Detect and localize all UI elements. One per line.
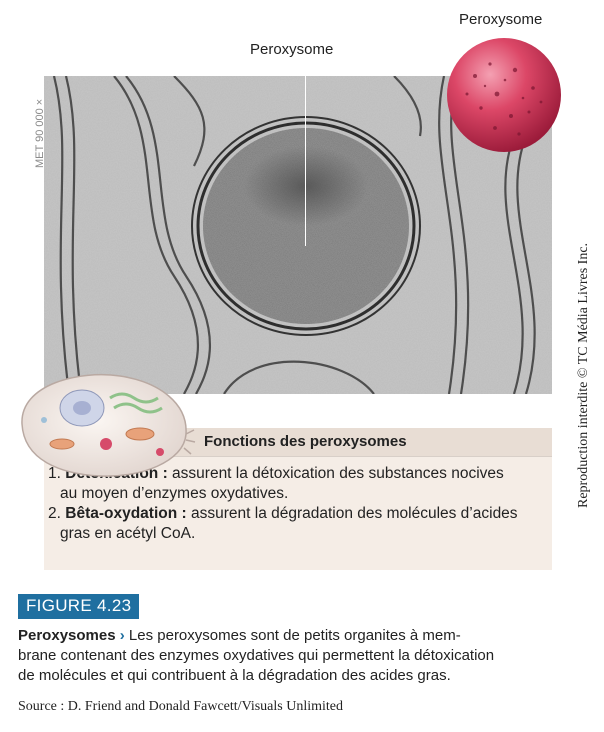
source-credit: Source : D. Friend and Donald Fawcett/Vi… <box>18 699 343 714</box>
functions-title: Fonctions des peroxysomes <box>204 433 407 450</box>
copyright-notice: Reproduction interdite © TC Média Livres… <box>576 242 591 508</box>
caption-line-1: Peroxysomes › Les peroxysomes sont de pe… <box>18 627 461 644</box>
micrograph-label: Peroxysome <box>250 41 334 58</box>
function-item-2-cont: gras en acétyl CoA. <box>60 525 196 542</box>
label-pointer-line <box>305 62 306 246</box>
function-item-1-cont: au moyen d’enzymes oxydatives. <box>60 485 289 502</box>
sphere-label: Peroxysome <box>459 11 543 28</box>
peroxisome-sphere-illustration <box>447 38 561 152</box>
cell-illustration <box>21 373 196 477</box>
caption-line-2: brane contenant des enzymes oxydatives q… <box>18 647 495 664</box>
magnification-label: MET 90 000 × <box>34 98 46 168</box>
caption-arrow-icon: › <box>119 627 125 644</box>
figure-number-tag: FIGURE 4.23 <box>18 594 140 619</box>
function-item-2: 2. Bêta-oxydation : assurent la dégradat… <box>48 505 518 522</box>
caption-line-3: de molécules et qui contribuent à la dég… <box>18 667 451 684</box>
